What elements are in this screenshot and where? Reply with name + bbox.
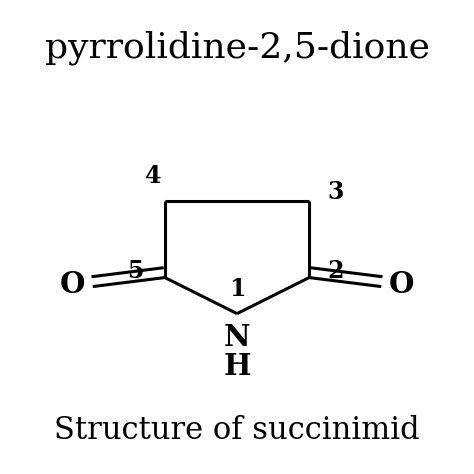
Text: 5: 5 [128, 259, 144, 283]
Text: O: O [389, 270, 414, 299]
Text: O: O [60, 270, 85, 299]
Text: H: H [223, 352, 251, 381]
Text: Structure of succinimid: Structure of succinimid [54, 415, 420, 447]
Text: 4: 4 [146, 164, 162, 188]
Text: 2: 2 [327, 259, 344, 283]
Text: pyrrolidine-2,5-dione: pyrrolidine-2,5-dione [45, 30, 429, 65]
Text: N: N [224, 323, 250, 352]
Text: 1: 1 [229, 277, 245, 301]
Text: 3: 3 [327, 180, 344, 204]
